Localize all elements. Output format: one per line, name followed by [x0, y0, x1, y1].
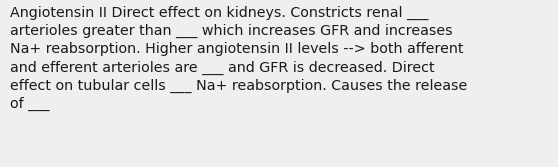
Text: Angiotensin II Direct effect on kidneys. Constricts renal ___
arterioles greater: Angiotensin II Direct effect on kidneys.…	[10, 6, 467, 111]
